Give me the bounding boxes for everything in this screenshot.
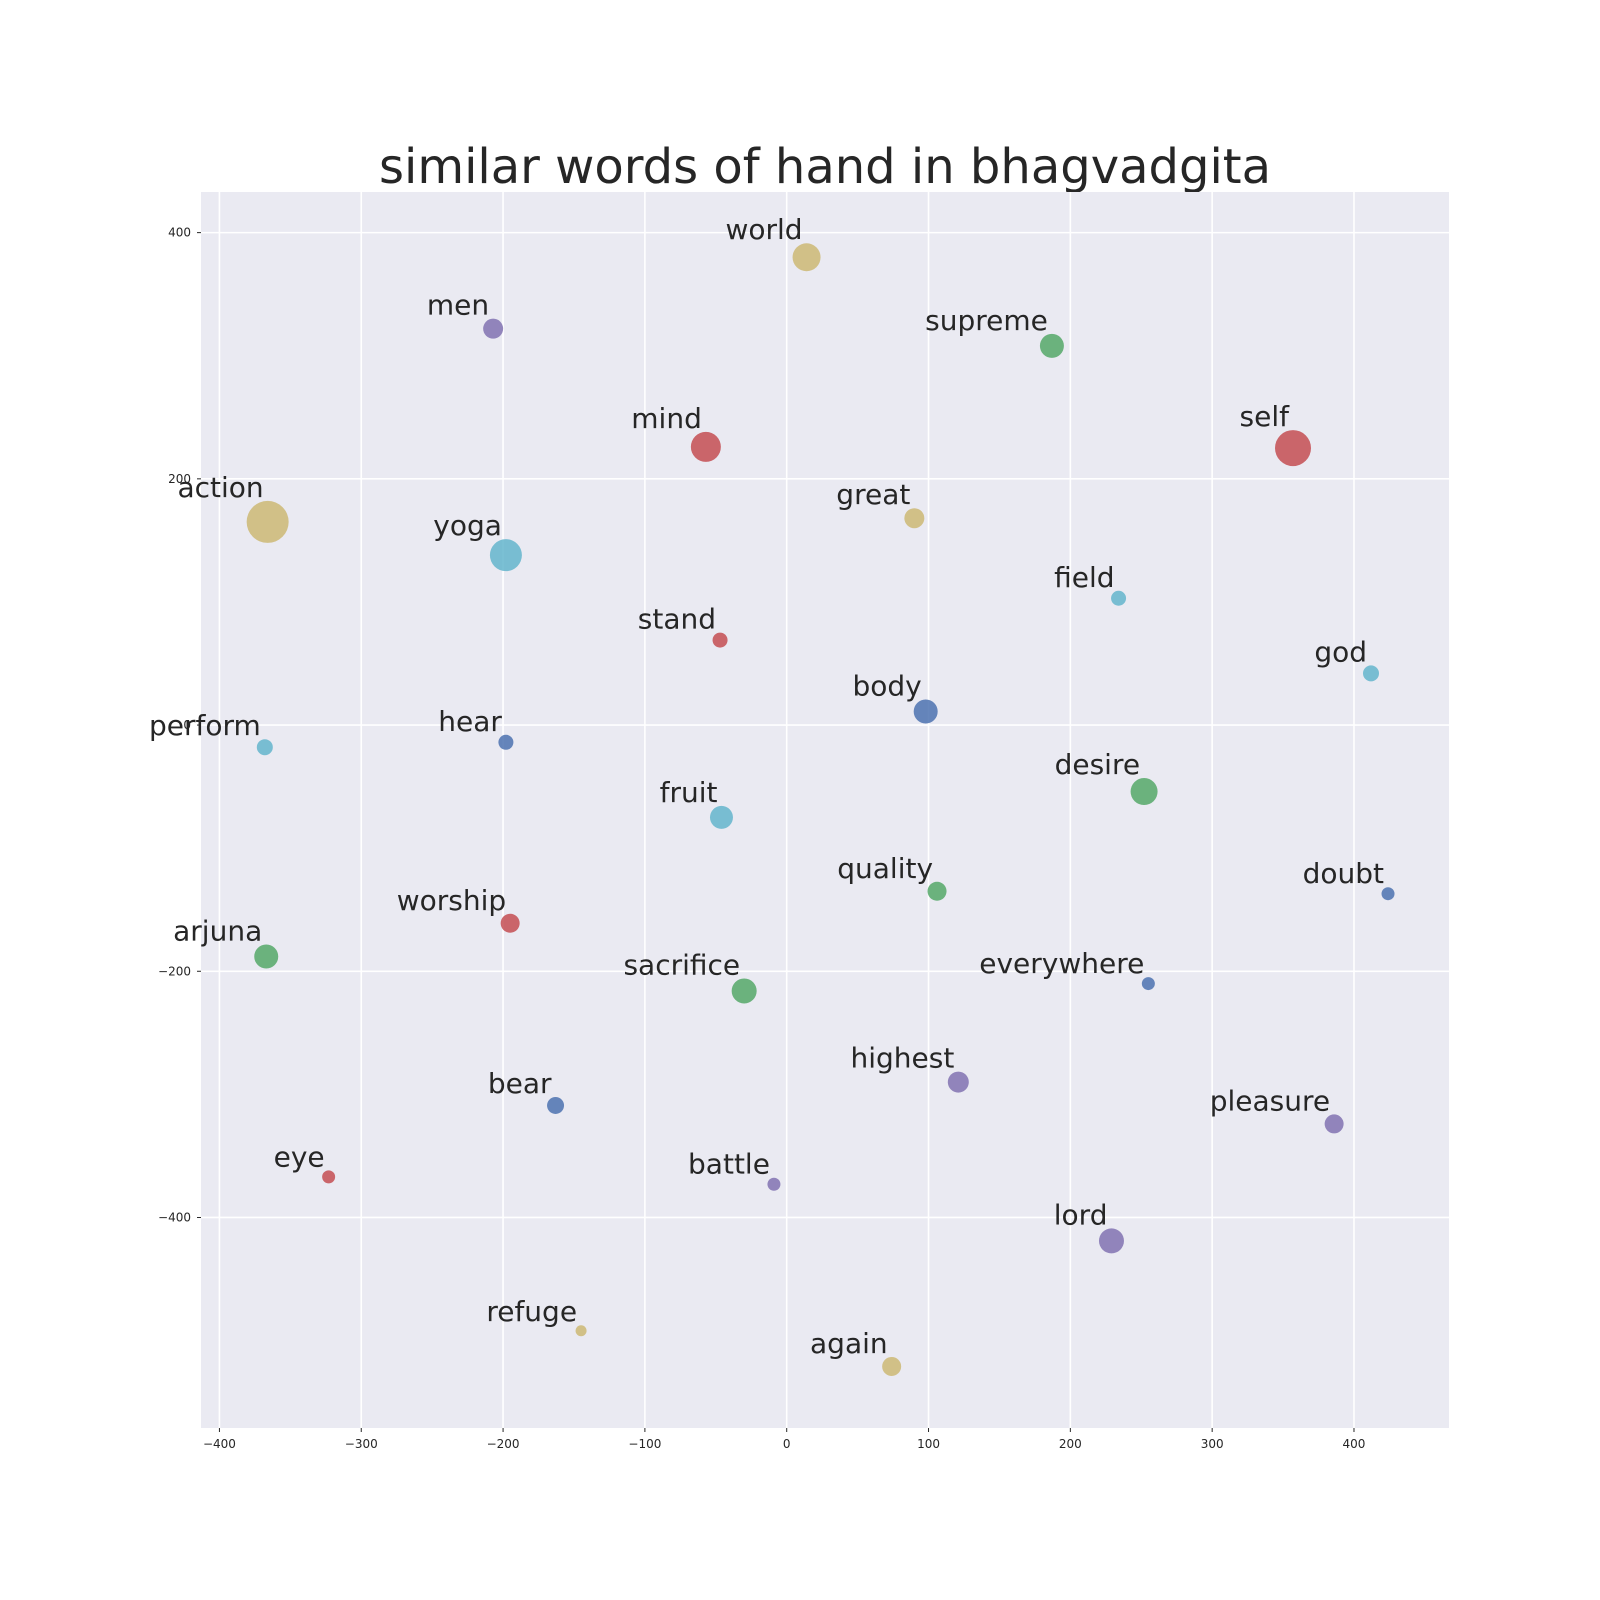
point-label-bear: bear xyxy=(488,1067,552,1100)
point-arjuna xyxy=(254,944,279,969)
point-label-yoga: yoga xyxy=(433,509,502,542)
chart-title: similar words of hand in bhagvadgita xyxy=(379,139,1271,195)
point-refuge xyxy=(575,1325,587,1337)
point-field xyxy=(1111,590,1127,606)
point-label-worship: worship xyxy=(397,884,506,917)
point-great xyxy=(904,508,925,529)
x-tick-label: 200 xyxy=(1059,1437,1082,1451)
plot-area xyxy=(201,192,1449,1428)
point-self xyxy=(1275,430,1311,467)
point-label-quality: quality xyxy=(837,852,933,885)
point-highest xyxy=(947,1071,969,1093)
point-label-sacrifice: sacrifice xyxy=(623,948,740,981)
point-pleasure xyxy=(1324,1114,1344,1134)
x-tick-label: −100 xyxy=(628,1437,661,1451)
point-label-desire: desire xyxy=(1055,748,1141,781)
axis-ticks: −400 −300 −200 −100 0 100 200 300 400 400 200 0 −200… xyxy=(158,226,1365,1451)
point-world xyxy=(792,243,821,272)
point-battle xyxy=(767,1177,781,1191)
point-label-stand: stand xyxy=(638,603,716,636)
point-men xyxy=(483,318,504,339)
point-stand xyxy=(712,632,728,648)
point-label-again: again xyxy=(810,1327,888,1360)
point-label-refuge: refuge xyxy=(486,1295,577,1328)
point-desire xyxy=(1130,778,1158,806)
grid-lines xyxy=(201,192,1449,1428)
point-eye xyxy=(322,1170,336,1184)
point-god xyxy=(1363,665,1379,682)
point-labels: world men supreme mind self action great yoga fi… xyxy=(149,213,1384,1360)
point-label-men: men xyxy=(427,289,489,322)
point-bear xyxy=(547,1096,565,1114)
point-mind xyxy=(690,431,721,462)
y-tick-label: −200 xyxy=(158,964,191,978)
point-label-supreme: supreme xyxy=(925,304,1048,337)
x-tick-label: 400 xyxy=(1343,1437,1366,1451)
point-hear xyxy=(498,734,514,750)
point-label-self: self xyxy=(1240,400,1291,433)
point-yoga xyxy=(489,539,522,572)
point-label-hear: hear xyxy=(438,705,502,738)
point-label-mind: mind xyxy=(631,402,702,435)
y-tick-label: 400 xyxy=(168,226,191,240)
point-label-field: field xyxy=(1054,561,1114,594)
point-fruit xyxy=(709,805,733,829)
point-label-arjuna: arjuna xyxy=(173,914,262,947)
point-supreme xyxy=(1039,333,1064,358)
y-tick-label: −400 xyxy=(158,1210,191,1224)
point-label-highest: highest xyxy=(850,1042,954,1075)
point-doubt xyxy=(1381,887,1395,901)
point-body xyxy=(913,699,938,724)
point-again xyxy=(882,1356,902,1376)
point-everywhere xyxy=(1141,977,1155,991)
point-label-body: body xyxy=(852,670,921,703)
x-tick-label: 100 xyxy=(917,1437,940,1451)
point-label-god: god xyxy=(1314,635,1367,668)
point-quality xyxy=(927,881,947,901)
point-label-everywhere: everywhere xyxy=(979,947,1144,980)
x-tick-label: 0 xyxy=(783,1437,791,1451)
point-label-doubt: doubt xyxy=(1303,857,1384,890)
y-tick-label: 0 xyxy=(183,718,191,732)
x-tick-label: −300 xyxy=(345,1437,378,1451)
point-label-perform: perform xyxy=(149,709,261,742)
x-tick-label: 300 xyxy=(1201,1437,1224,1451)
points xyxy=(246,243,1395,1376)
point-label-battle: battle xyxy=(688,1148,770,1181)
point-label-fruit: fruit xyxy=(660,776,718,809)
x-tick-label: −400 xyxy=(203,1437,236,1451)
point-sacrifice xyxy=(731,978,757,1004)
y-tick-label: 200 xyxy=(168,472,191,486)
point-label-pleasure: pleasure xyxy=(1210,1084,1330,1117)
point-label-great: great xyxy=(836,478,910,511)
point-action xyxy=(246,500,289,543)
point-label-action: action xyxy=(177,471,263,504)
point-worship xyxy=(500,913,520,933)
point-lord xyxy=(1098,1228,1124,1254)
point-perform xyxy=(256,739,273,756)
x-tick-label: −200 xyxy=(487,1437,520,1451)
point-label-eye: eye xyxy=(274,1140,325,1173)
point-label-world: world xyxy=(725,213,802,246)
point-label-lord: lord xyxy=(1054,1198,1108,1231)
